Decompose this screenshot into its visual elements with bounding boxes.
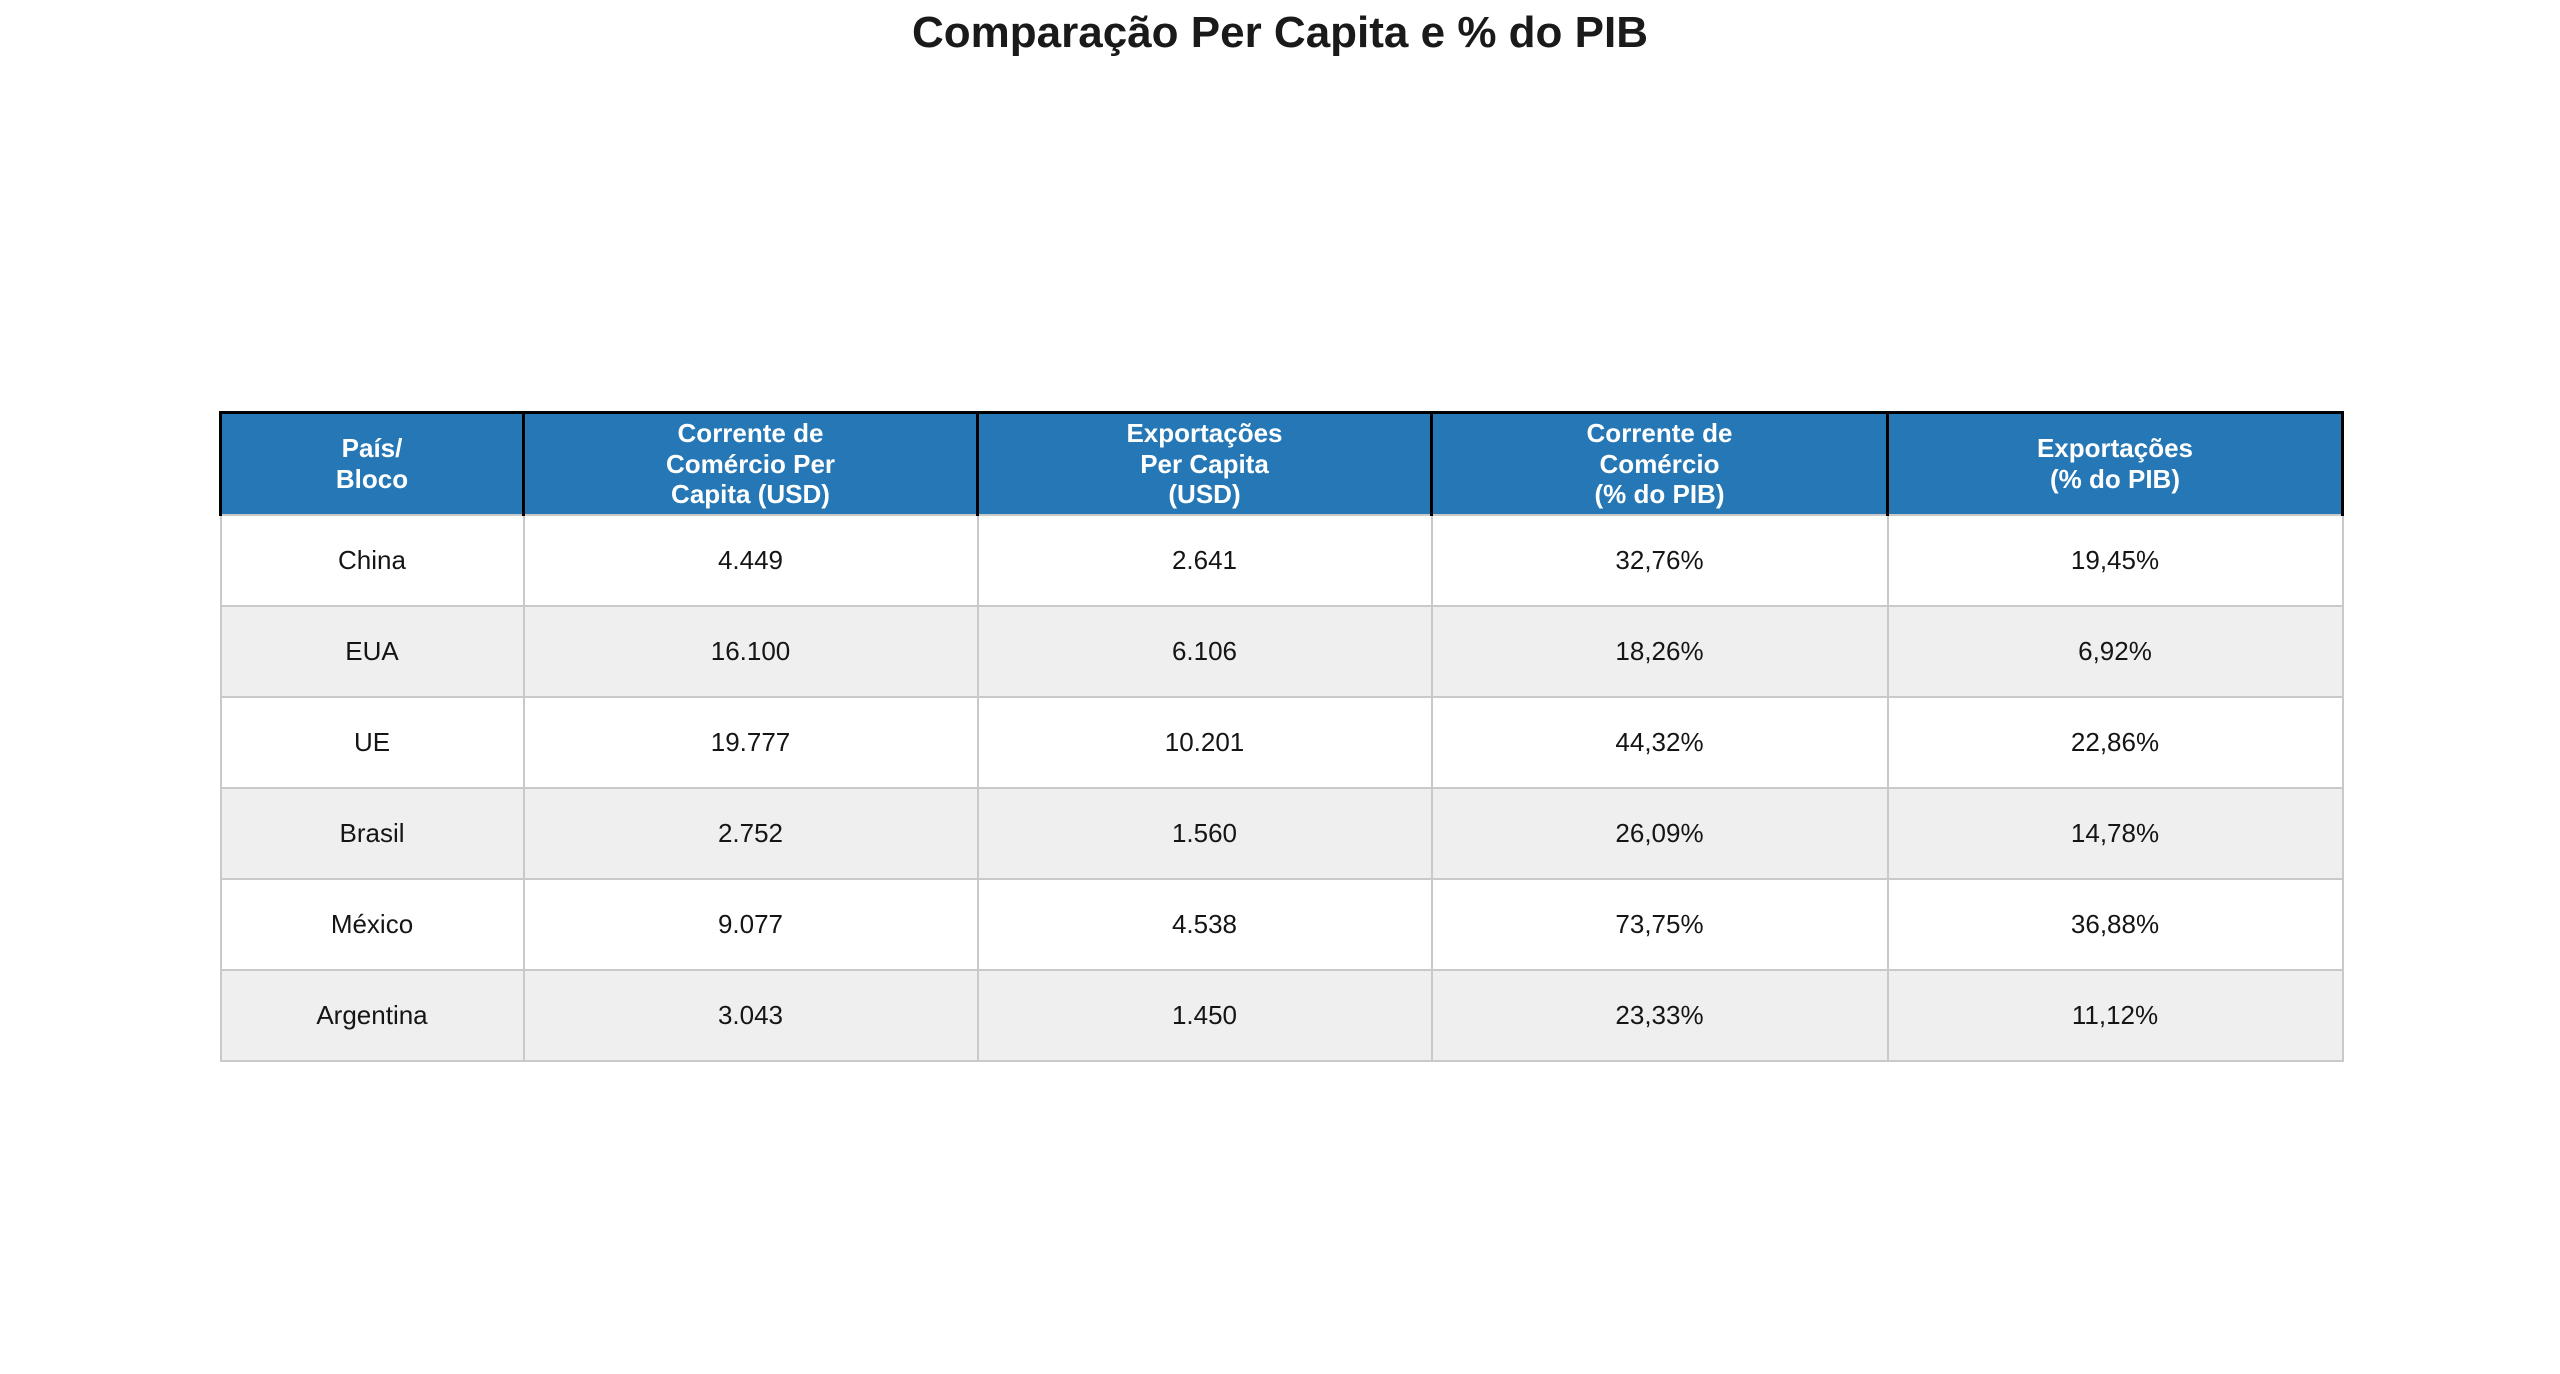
- cell-exportacoes-per-capita: 6.106: [976, 605, 1433, 699]
- cell-corrente-per-capita: 2.752: [522, 787, 979, 881]
- table-row-china: China 4.449 2.641 32,76% 19,45%: [219, 514, 2344, 608]
- table-row-ue: UE 19.777 10.201 44,32% 22,86%: [219, 696, 2344, 790]
- cell-corrente-pct-pib: 18,26%: [1430, 605, 1889, 699]
- col-header-exportacoes-per-capita: Exportações Per Capita (USD): [976, 411, 1433, 516]
- cell-corrente-per-capita: 16.100: [522, 605, 979, 699]
- col-header-corrente-per-capita: Corrente de Comércio Per Capita (USD): [522, 411, 979, 516]
- cell-country: Brasil: [219, 787, 525, 881]
- cell-country: China: [219, 514, 525, 608]
- cell-corrente-per-capita: 9.077: [522, 878, 979, 972]
- cell-corrente-per-capita: 4.449: [522, 514, 979, 608]
- cell-country: México: [219, 878, 525, 972]
- table-body: China 4.449 2.641 32,76% 19,45% EUA 16.1…: [219, 514, 2344, 1063]
- cell-exportacoes-per-capita: 1.560: [976, 787, 1433, 881]
- col-header-exportacoes-pct-pib: Exportações (% do PIB): [1886, 411, 2344, 516]
- cell-exportacoes-per-capita: 10.201: [976, 696, 1433, 790]
- cell-exportacoes-pct-pib: 14,78%: [1886, 787, 2344, 881]
- cell-corrente-per-capita: 3.043: [522, 969, 979, 1063]
- table-header: País/ Bloco Corrente de Comércio Per Cap…: [219, 411, 2344, 516]
- cell-exportacoes-per-capita: 1.450: [976, 969, 1433, 1063]
- table-row-mexico: México 9.077 4.538 73,75% 36,88%: [219, 878, 2344, 972]
- cell-exportacoes-pct-pib: 22,86%: [1886, 696, 2344, 790]
- table-row-eua: EUA 16.100 6.106 18,26% 6,92%: [219, 605, 2344, 699]
- cell-country: Argentina: [219, 969, 525, 1063]
- cell-corrente-per-capita: 19.777: [522, 696, 979, 790]
- table-row-argentina: Argentina 3.043 1.450 23,33% 11,12%: [219, 969, 2344, 1063]
- cell-corrente-pct-pib: 73,75%: [1430, 878, 1889, 972]
- table-row-brasil: Brasil 2.752 1.560 26,09% 14,78%: [219, 787, 2344, 881]
- cell-corrente-pct-pib: 26,09%: [1430, 787, 1889, 881]
- page-title: Comparação Per Capita e % do PIB: [912, 8, 1648, 57]
- comparison-table: País/ Bloco Corrente de Comércio Per Cap…: [219, 411, 2344, 1063]
- cell-exportacoes-pct-pib: 11,12%: [1886, 969, 2344, 1063]
- cell-exportacoes-pct-pib: 36,88%: [1886, 878, 2344, 972]
- cell-country: UE: [219, 696, 525, 790]
- cell-exportacoes-pct-pib: 6,92%: [1886, 605, 2344, 699]
- cell-country: EUA: [219, 605, 525, 699]
- cell-exportacoes-per-capita: 4.538: [976, 878, 1433, 972]
- cell-exportacoes-per-capita: 2.641: [976, 514, 1433, 608]
- cell-corrente-pct-pib: 44,32%: [1430, 696, 1889, 790]
- header-row: País/ Bloco Corrente de Comércio Per Cap…: [219, 411, 2344, 516]
- cell-corrente-pct-pib: 23,33%: [1430, 969, 1889, 1063]
- cell-corrente-pct-pib: 32,76%: [1430, 514, 1889, 608]
- col-header-corrente-pct-pib: Corrente de Comércio (% do PIB): [1430, 411, 1889, 516]
- cell-exportacoes-pct-pib: 19,45%: [1886, 514, 2344, 608]
- col-header-pais-bloco: País/ Bloco: [219, 411, 525, 516]
